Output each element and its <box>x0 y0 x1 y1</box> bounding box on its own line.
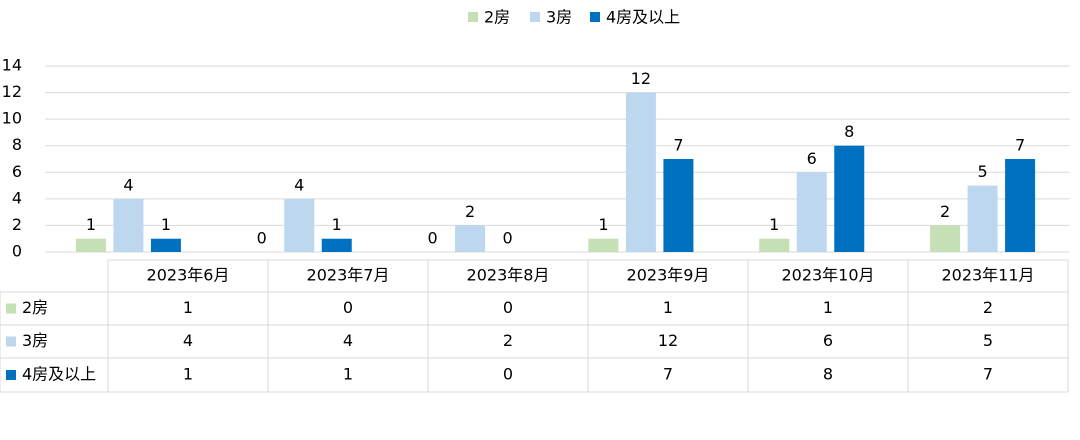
data-label: 4 <box>123 175 133 194</box>
bar <box>321 238 352 252</box>
data-label: 1 <box>332 215 342 234</box>
table-legend-swatch <box>6 303 16 314</box>
table-row-label: 2房 <box>22 298 48 317</box>
table-cell: 1 <box>823 298 833 317</box>
bar <box>75 238 106 252</box>
x-tick-label: 2023年10月 <box>781 266 874 285</box>
bar <box>796 172 827 252</box>
y-tick-label: 2 <box>12 215 22 234</box>
table-cell: 7 <box>663 365 673 384</box>
data-label: 0 <box>502 229 512 248</box>
legend-swatch <box>530 12 540 22</box>
data-label: 0 <box>257 229 267 248</box>
table-cell: 0 <box>503 298 513 317</box>
data-label: 7 <box>673 136 683 155</box>
data-label: 2 <box>465 202 475 221</box>
table-legend-swatch <box>6 336 16 347</box>
table-cell: 1 <box>343 365 353 384</box>
data-label: 1 <box>769 215 779 234</box>
table-cell: 7 <box>983 365 993 384</box>
y-tick-label: 4 <box>12 188 22 207</box>
x-tick-label: 2023年7月 <box>307 266 390 285</box>
legend-swatch <box>468 12 478 22</box>
data-label: 0 <box>427 229 437 248</box>
table-cell: 4 <box>343 331 353 350</box>
data-label: 6 <box>807 149 817 168</box>
x-tick-label: 2023年6月 <box>147 266 230 285</box>
data-label: 7 <box>1015 136 1025 155</box>
x-tick-label: 2023年8月 <box>467 266 550 285</box>
table-cell: 1 <box>663 298 673 317</box>
data-label: 12 <box>631 69 651 88</box>
bar <box>759 238 790 252</box>
bar <box>588 238 619 252</box>
table-cell: 2 <box>983 298 993 317</box>
bar <box>1005 159 1036 252</box>
table-cell: 0 <box>343 298 353 317</box>
data-label: 4 <box>294 175 304 194</box>
legend-label: 3房 <box>546 8 572 27</box>
table-row-label: 4房及以上 <box>22 365 96 384</box>
y-tick-label: 6 <box>12 162 22 181</box>
legend-label: 4房及以上 <box>606 8 680 27</box>
y-tick-label: 10 <box>2 109 22 128</box>
table-cell: 4 <box>183 331 193 350</box>
data-label: 2 <box>940 202 950 221</box>
bar <box>150 238 181 252</box>
data-label: 1 <box>598 215 608 234</box>
y-tick-label: 0 <box>12 242 22 261</box>
bar <box>834 145 865 252</box>
table-cell: 5 <box>983 331 993 350</box>
table-cell: 2 <box>503 331 513 350</box>
y-tick-label: 12 <box>2 82 22 101</box>
bar <box>455 225 486 252</box>
data-label: 5 <box>977 162 987 181</box>
bar <box>930 225 961 252</box>
bar <box>663 159 694 252</box>
legend-label: 2房 <box>484 8 510 27</box>
x-tick-label: 2023年11月 <box>941 266 1034 285</box>
y-tick-label: 14 <box>2 56 22 75</box>
bar <box>113 198 144 252</box>
y-tick-label: 8 <box>12 135 22 154</box>
table-cell: 6 <box>823 331 833 350</box>
data-label: 1 <box>161 215 171 234</box>
table-legend-swatch <box>6 370 16 380</box>
table-row-label: 3房 <box>22 331 48 350</box>
bar <box>284 198 315 252</box>
table-cell: 0 <box>503 365 513 384</box>
table-cell: 8 <box>823 365 833 384</box>
table-cell: 1 <box>183 298 193 317</box>
bar <box>625 92 656 252</box>
data-label: 8 <box>844 122 854 141</box>
data-label: 1 <box>86 215 96 234</box>
legend-swatch <box>590 12 600 22</box>
table-cell: 1 <box>183 365 193 384</box>
table-cell: 12 <box>658 331 678 350</box>
bar <box>967 185 998 252</box>
x-tick-label: 2023年9月 <box>627 266 710 285</box>
